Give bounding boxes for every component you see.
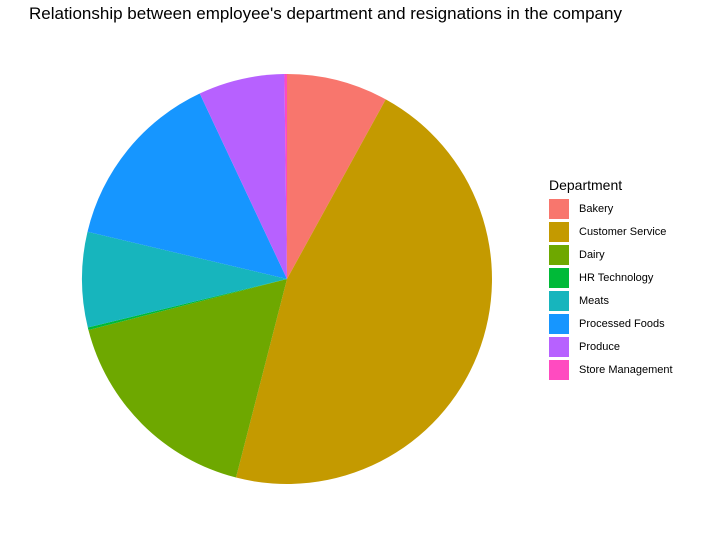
legend-item: Meats — [549, 289, 673, 312]
chart-title: Relationship between employee's departme… — [29, 4, 622, 23]
legend-label: Customer Service — [579, 225, 667, 238]
pie-slice-store-management — [284, 74, 287, 279]
legend-item: Customer Service — [549, 220, 673, 243]
pie-slices — [82, 74, 492, 484]
legend-label: HR Technology — [579, 271, 654, 284]
pie-slice-hr-technology — [87, 279, 287, 330]
legend-label: Dairy — [579, 248, 605, 261]
legend-item: HR Technology — [549, 266, 673, 289]
legend-item: Bakery — [549, 197, 673, 220]
legend: Department Bakery Customer Service Dairy HR… — [549, 177, 673, 382]
legend-items: Bakery Customer Service Dairy HR Technology… — [549, 197, 673, 382]
legend-swatch — [549, 360, 569, 381]
pie-slice-processed-foods — [87, 93, 287, 279]
legend-label: Bakery — [579, 202, 614, 215]
legend-swatch — [549, 244, 569, 265]
legend-swatch — [549, 267, 569, 288]
pie-slice-bakery — [287, 74, 386, 279]
legend-item: Dairy — [549, 243, 673, 266]
legend-item: Processed Foods — [549, 312, 673, 335]
legend-label: Store Management — [579, 364, 673, 377]
pie-slice-produce — [199, 74, 287, 280]
legend-label: Produce — [579, 341, 620, 354]
legend-item: Store Management — [549, 359, 673, 382]
legend-label: Processed Foods — [579, 318, 665, 331]
legend-swatch — [549, 290, 569, 311]
legend-swatch — [549, 337, 569, 358]
legend-swatch — [549, 221, 569, 242]
legend-title: Department — [549, 177, 623, 193]
legend-label: Meats — [579, 294, 609, 307]
pie-slice-customer-service — [236, 99, 492, 484]
pie-slice-meats — [82, 231, 288, 328]
legend-item: Produce — [549, 336, 673, 359]
legend-swatch — [549, 314, 569, 335]
legend-swatch — [549, 198, 569, 219]
pie-slice-dairy — [88, 279, 287, 478]
